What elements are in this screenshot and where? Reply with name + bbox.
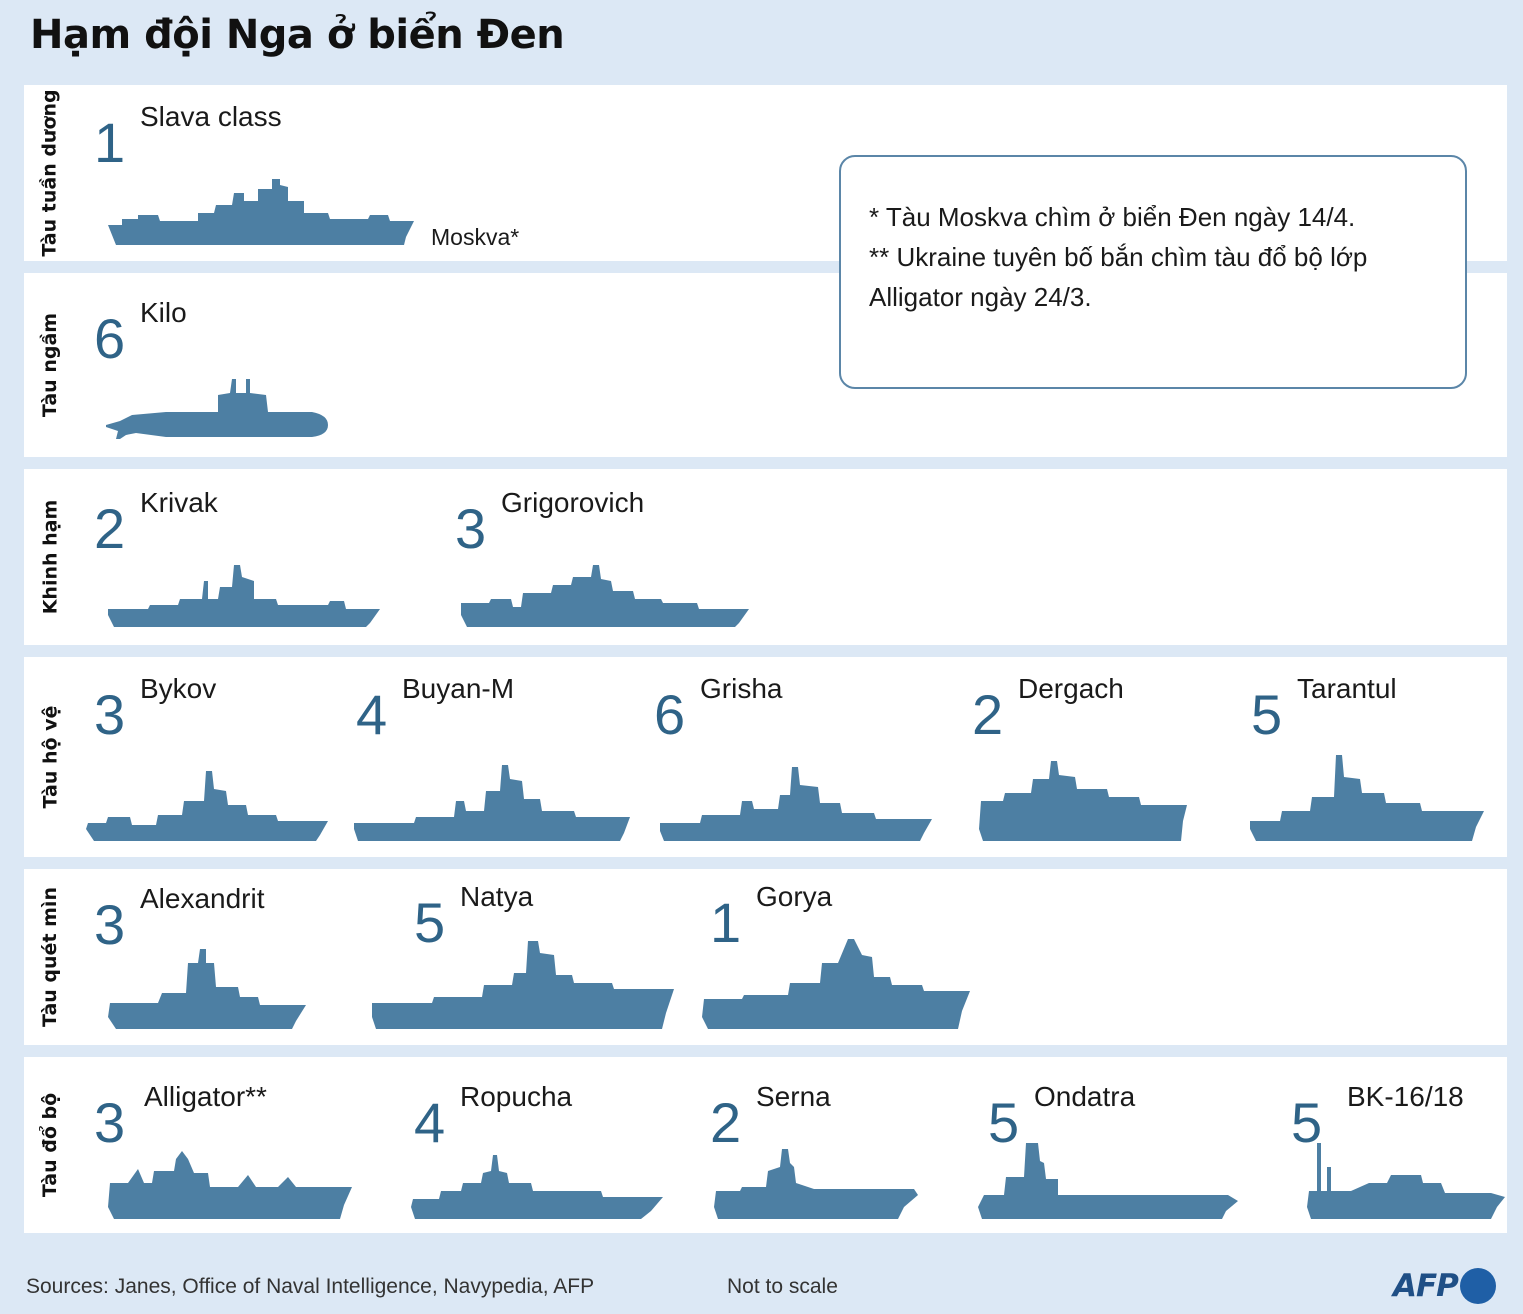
ship-silhouette-grigorovich xyxy=(461,565,751,629)
ship-count: 2 xyxy=(972,683,1004,746)
ship-name: Buyan-M xyxy=(402,673,515,704)
ship-silhouette-kilo xyxy=(106,375,330,441)
footnote-alligator-date: Alligator ngày 24/3. xyxy=(869,282,1092,312)
ship-name: Alexandrit xyxy=(140,883,265,914)
category-label: Tàu hộ vệ xyxy=(39,705,61,809)
ship-name: Grigorovich xyxy=(501,487,645,518)
ship-count: 6 xyxy=(654,683,686,746)
ship-count: 5 xyxy=(988,1091,1020,1154)
ship-name: Alligator** xyxy=(144,1081,267,1112)
category-label: Tàu ngầm xyxy=(39,312,61,418)
ship-name: Kilo xyxy=(140,297,187,328)
ship-count: 2 xyxy=(710,1091,742,1154)
ship-silhouette-bykov xyxy=(86,769,330,843)
ship-silhouette-alligator xyxy=(108,1149,354,1221)
ship-name: Slava class xyxy=(140,101,282,132)
ship-count: 3 xyxy=(94,893,126,956)
footnote-alligator: ** Ukraine tuyên bố bắn chìm tàu đổ bộ l… xyxy=(869,242,1368,272)
ship-name: Ropucha xyxy=(460,1081,573,1112)
ship-name: Natya xyxy=(460,881,534,912)
ship-name: Serna xyxy=(756,1081,831,1112)
ship-silhouette-dergach xyxy=(979,757,1189,843)
ship-name: Tarantul xyxy=(1297,673,1397,704)
category-label: Tàu tuần dương xyxy=(39,89,61,257)
ship-name: Gorya xyxy=(756,881,833,912)
category-panel-corvette: Tàu hộ vệ 3 Bykov 4 Buyan-M 6 Grisha 2 D… xyxy=(24,657,1507,857)
ship-silhouette-krivak xyxy=(108,565,382,629)
ship-silhouette-slava xyxy=(108,179,418,247)
ship-name: Bykov xyxy=(140,673,217,704)
ship-count: 1 xyxy=(94,111,126,174)
ship-count: 5 xyxy=(414,891,446,954)
category-panel-landing-ship: Tàu đổ bộ 3 Alligator** 4 Ropucha 2 Sern… xyxy=(24,1057,1507,1233)
category-label: Khinh hạm xyxy=(39,499,62,615)
ship-silhouette-bk-16-18 xyxy=(1307,1141,1507,1221)
afp-logo-text: AFP xyxy=(1393,1268,1459,1304)
ship-name: Grisha xyxy=(700,673,783,704)
footnote-box: * Tàu Moskva chìm ở biển Đen ngày 14/4. … xyxy=(839,155,1467,389)
ship-name: Dergach xyxy=(1018,673,1124,704)
page-title: Hạm đội Nga ở biển Đen xyxy=(30,12,565,58)
ship-name: Ondatra xyxy=(1034,1081,1136,1112)
ship-silhouette-buyan-m xyxy=(354,761,632,843)
ship-count: 1 xyxy=(710,891,742,954)
ship-silhouette-ondatra xyxy=(978,1141,1240,1221)
footnote-moskva: * Tàu Moskva chìm ở biển Đen ngày 14/4. xyxy=(869,202,1356,232)
ship-count: 6 xyxy=(94,307,126,370)
ship-silhouette-grisha xyxy=(660,765,934,843)
ship-count: 4 xyxy=(414,1091,446,1154)
ship-count: 2 xyxy=(94,497,126,560)
category-label: Tàu quét mìn xyxy=(39,887,62,1027)
ship-silhouette-serna xyxy=(714,1147,920,1221)
ship-note-moskva: Moskva* xyxy=(431,224,520,250)
ship-name: BK-16/18 xyxy=(1347,1081,1464,1112)
ship-silhouette-gorya xyxy=(702,937,972,1031)
ship-count: 3 xyxy=(94,683,126,746)
scale-note: Not to scale xyxy=(727,1275,838,1298)
ship-count: 3 xyxy=(94,1091,126,1154)
afp-logo-dot-icon xyxy=(1459,1268,1496,1304)
ship-count: 4 xyxy=(356,683,388,746)
ship-silhouette-natya xyxy=(372,939,676,1031)
ship-silhouette-ropucha xyxy=(411,1153,665,1221)
category-panel-frigate: Khinh hạm 2 Krivak 3 Grigorovich xyxy=(24,469,1507,645)
category-label: Tàu đổ bộ xyxy=(39,1092,62,1198)
ship-count: 5 xyxy=(1251,683,1283,746)
ship-count: 3 xyxy=(455,497,487,560)
afp-logo: AFP xyxy=(1393,1268,1496,1304)
sources-text: Sources: Janes, Office of Naval Intellig… xyxy=(26,1275,595,1298)
ship-silhouette-alexandrit xyxy=(108,947,308,1031)
ship-count: 5 xyxy=(1291,1091,1323,1154)
ship-silhouette-tarantul xyxy=(1250,753,1486,843)
category-panel-minesweeper: Tàu quét mìn 3 Alexandrit 5 Natya 1 Gory… xyxy=(24,869,1507,1045)
ship-name: Krivak xyxy=(140,487,218,518)
